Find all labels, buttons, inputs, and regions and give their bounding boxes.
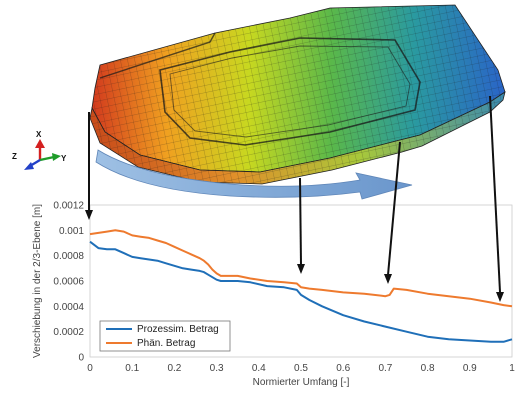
chart: 0 0.1 0.2 0.3 0.4 0.5 0.6 0.7 0.8 0.9 1 0 0.0002 0.0… xyxy=(32,201,515,389)
y-tick-label: 0.0012 xyxy=(53,201,84,212)
x-tick-label: 0.8 xyxy=(421,363,435,374)
x-axis-title: Normierter Umfang [-] xyxy=(253,377,350,388)
pointer-arrow-3 xyxy=(387,141,401,276)
coordinate-triad: X Y Z xyxy=(12,130,67,170)
legend-label-phaen: Phän. Betrag xyxy=(137,338,195,349)
y-tick-labels: 0 0.0002 0.0004 0.0006 0.0008 0.001 0.0012 xyxy=(53,201,84,364)
x-tick-labels: 0 0.1 0.2 0.3 0.4 0.5 0.6 0.7 0.8 0.9 1 xyxy=(87,363,515,374)
plate-inner-pocket-edge xyxy=(169,45,411,138)
triad-y-arrowhead-icon xyxy=(52,153,61,161)
plate-model-illustration xyxy=(89,4,506,185)
pointer-arrowhead-1-icon xyxy=(85,210,93,220)
x-tick-label: 0.4 xyxy=(252,363,266,374)
legend-label-prozessim: Prozessim. Betrag xyxy=(137,324,219,335)
y-tick-label: 0.001 xyxy=(59,226,84,237)
x-tick-label: 0.2 xyxy=(167,363,181,374)
x-tick-label: 0.9 xyxy=(463,363,477,374)
x-tick-label: 0.7 xyxy=(378,363,392,374)
triad-z-arrowhead-icon xyxy=(24,162,34,170)
series-line-prozessim xyxy=(89,240,513,343)
direction-arrow xyxy=(95,149,413,200)
triad-z-label: Z xyxy=(12,152,17,161)
series-lines xyxy=(89,229,513,343)
x-tick-label: 0 xyxy=(87,363,93,374)
y-tick-label: 0.0002 xyxy=(53,327,84,338)
plate-top-mesh xyxy=(92,5,505,172)
series-line-phaen xyxy=(89,229,513,308)
x-tick-label: 0.6 xyxy=(336,363,350,374)
x-tick-label: 1 xyxy=(509,363,515,374)
triad-x-arrowhead-icon xyxy=(35,139,45,148)
x-tick-label: 0.1 xyxy=(125,363,139,374)
pointer-arrowhead-4-icon xyxy=(496,292,504,302)
x-tick-label: 0.3 xyxy=(210,363,224,374)
triad-x-label: X xyxy=(36,130,42,139)
triad-y-label: Y xyxy=(61,154,67,163)
y-tick-label: 0.0004 xyxy=(53,302,84,313)
pointer-arrow-2 xyxy=(299,177,302,266)
pointer-arrows xyxy=(85,95,504,302)
legend: Prozessim. Betrag Phän. Betrag xyxy=(99,320,231,352)
y-axis-title: Verschiebung in der 2/3-Ebene [m] xyxy=(32,204,43,358)
pointer-arrowhead-3-icon xyxy=(384,274,392,284)
y-tick-label: 0 xyxy=(78,353,84,364)
x-tick-label: 0.5 xyxy=(294,363,308,374)
pointer-arrowhead-2-icon xyxy=(297,264,305,274)
pointer-arrow-4 xyxy=(489,95,501,293)
plate-inner-pocket xyxy=(159,37,421,146)
plate-rim-mesh xyxy=(90,92,505,184)
plate-front-ridge xyxy=(99,32,216,79)
triad-y-axis xyxy=(39,155,55,162)
legend-box xyxy=(99,320,231,352)
y-tick-label: 0.0008 xyxy=(53,251,84,262)
y-tick-label: 0.0006 xyxy=(53,277,84,288)
